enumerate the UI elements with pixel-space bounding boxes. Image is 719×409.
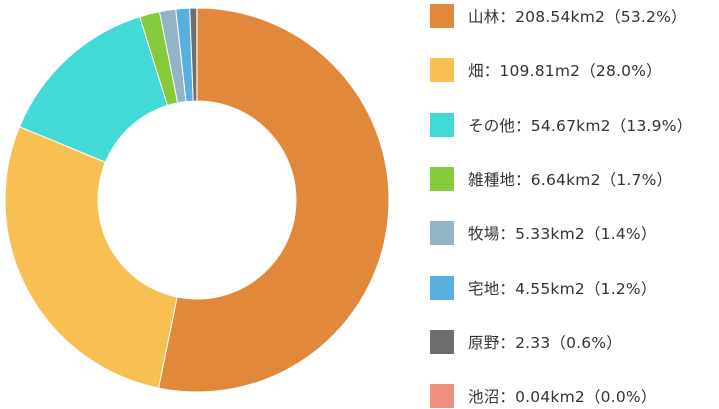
legend-label: 宅地：4.55km2（1.2%） [468,277,657,299]
legend-item: 畑：109.81m2（28.0%） [430,57,662,83]
legend-swatch [430,4,454,28]
legend-label: 畑：109.81m2（28.0%） [468,59,662,81]
legend-swatch [430,330,454,354]
legend-swatch [430,221,454,245]
legend-label: 池沼：0.04km2（0.0%） [468,385,657,407]
legend-label: その他：54.67km2（13.9%） [468,114,692,136]
legend-swatch [430,113,454,137]
legend-swatch [430,167,454,191]
chart-legend: 山林：208.54km2（53.2%） 畑：109.81m2（28.0%） その他：… [430,0,719,403]
legend-item: 牧場：5.33km2（1.4%） [430,220,657,246]
legend-swatch [430,276,454,300]
legend-item: その他：54.67km2（13.9%） [430,112,692,138]
legend-label: 牧場：5.33km2（1.4%） [468,222,657,244]
donut-slice [5,127,177,388]
legend-label: 雑種地：6.64km2（1.7%） [468,168,672,190]
legend-item: 雑種地：6.64km2（1.7%） [430,166,672,192]
donut-chart [0,0,400,403]
legend-swatch [430,384,454,408]
legend-item: 山林：208.54km2（53.2%） [430,3,687,29]
legend-swatch [430,58,454,82]
legend-item: 原野：2.33（0.6%） [430,329,622,355]
legend-item: 宅地：4.55km2（1.2%） [430,275,657,301]
legend-item: 池沼：0.04km2（0.0%） [430,383,657,409]
legend-label: 原野：2.33（0.6%） [468,331,622,353]
legend-label: 山林：208.54km2（53.2%） [468,5,687,27]
